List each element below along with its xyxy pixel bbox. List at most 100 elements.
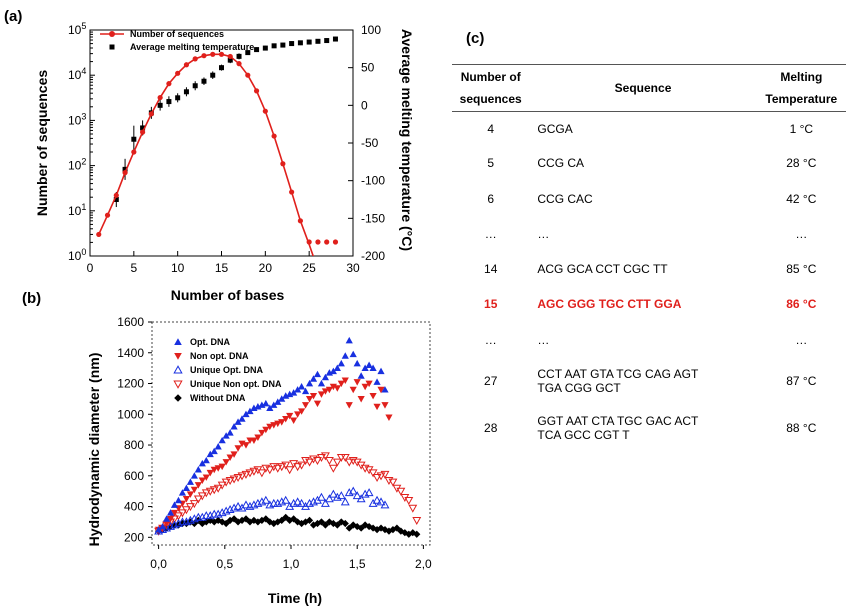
y-tick-exponent-a: 5 [81,21,86,31]
unique-non-opt-dna-point [328,464,338,473]
y-tick-exponent-a: 1 [81,202,86,212]
sequences-point [131,149,137,155]
non-opt-dna-point [202,474,210,481]
non-opt-dna-point [210,466,218,474]
non-opt-dna-point [357,396,365,403]
opt-dna-point [341,352,349,359]
non-opt-dna-point [194,482,202,489]
opt-dna-point [337,359,345,367]
without-dna-point [270,519,278,528]
non-opt-dna-point [206,469,214,477]
x-tick-label-a: 20 [259,261,273,275]
opt-dna-point [170,501,179,508]
without-dna-point [290,515,298,523]
unique-opt-dna-point [372,495,382,504]
unique-non-opt-dna-point [229,475,239,484]
non-opt-dna-point [214,465,222,472]
temperature-point [122,166,128,172]
temperature-point [324,38,330,44]
sequences-point [306,239,312,245]
opt-dna-point [246,407,254,415]
unique-opt-dna-point [348,486,358,495]
col-header-count: Number of sequences [459,70,522,106]
legend-marker-without-dna [174,394,182,402]
sequence-table: Number of sequences Sequence Melting Tem… [452,64,846,452]
without-dna-point [198,519,206,528]
y-tick-label-b: 200 [124,530,144,544]
without-dna-point [294,518,302,526]
without-dna-point [230,515,238,523]
temperature-point [192,83,198,89]
sequences-point [236,61,242,67]
temperature-point [236,53,242,59]
unique-non-opt-dna-point [340,453,350,462]
unique-opt-dna-point [233,501,243,510]
non-opt-dna-point [198,477,206,485]
panel-label-a: (a) [4,8,23,25]
temperature-point [201,78,207,84]
col-header-sequence: Sequence [614,81,672,95]
non-opt-dna-point [166,515,175,523]
temperature-point [113,197,119,202]
non-opt-dna-point [190,486,198,494]
legend-marker-opt-dna [174,338,182,346]
non-opt-dna-point [365,380,373,388]
non-opt-dna-point [162,520,171,528]
unique-non-opt-dna-point [412,517,422,526]
opt-dna-point [198,459,206,467]
temperature-point [280,42,286,48]
unique-non-opt-dna-point [221,478,231,487]
without-dna-point [397,527,405,535]
without-dna-point [361,521,369,529]
temperature-point [306,39,312,45]
opt-dna-point [297,382,306,390]
without-dna-point [242,515,250,523]
opt-dna-point [301,387,310,395]
cell-melting: 86 °C [786,297,817,311]
opt-dna-point [345,336,353,344]
unique-opt-dna-point [316,492,326,501]
unique-non-opt-dna-point [293,463,303,472]
non-opt-dna-point [345,402,353,409]
unique-opt-dna-point [364,488,374,497]
without-dna-point [409,529,417,537]
x-axis-title-b: Time (h) [268,590,322,606]
opt-dna-point [317,379,326,387]
non-opt-dna-point [313,400,322,408]
opt-dna-point [214,442,222,450]
non-opt-dna-point [182,495,191,503]
non-opt-dna-point [294,411,302,418]
non-opt-dna-point [369,392,377,400]
opt-dna-point [190,472,198,479]
opt-dna-point [230,422,238,430]
cell-melting: 87 °C [786,373,817,388]
opt-dna-point [349,350,357,358]
table-row: ……… [452,322,846,358]
non-opt-dna-point [186,491,194,498]
without-dna-point [325,518,333,526]
unique-opt-dna-point [340,497,350,506]
non-opt-dna-point [250,437,258,445]
temperature-point [175,95,181,101]
y-tick-label-b: 1600 [117,315,144,329]
unique-non-opt-dna-point [404,497,414,506]
table-row: 27 CCT AAT GTA TCG CAG AGT TGA CGG GCT 87 … [452,358,846,404]
sequences-point [332,239,339,245]
without-dna-point [389,526,397,534]
opt-dna-point [262,399,270,407]
unique-opt-dna-point [297,498,307,507]
cell-melting: 88 °C [786,420,817,435]
legend-marker-unique-non-opt-dna [173,380,183,389]
non-opt-dna-point [266,423,274,431]
without-dna-point [401,529,409,537]
unique-non-opt-dna-point [193,495,203,504]
non-opt-dna-point [373,403,381,411]
y2-tick-label-a: -150 [361,211,385,225]
cell-melting: 1 °C [789,121,814,136]
without-dna-point [254,518,262,526]
unique-opt-dna-point [376,497,386,506]
sequences-point [140,129,146,135]
y-tick-label-b: 600 [124,469,144,483]
opt-dna-point [238,415,246,422]
legend-marker-temperature [109,44,115,50]
